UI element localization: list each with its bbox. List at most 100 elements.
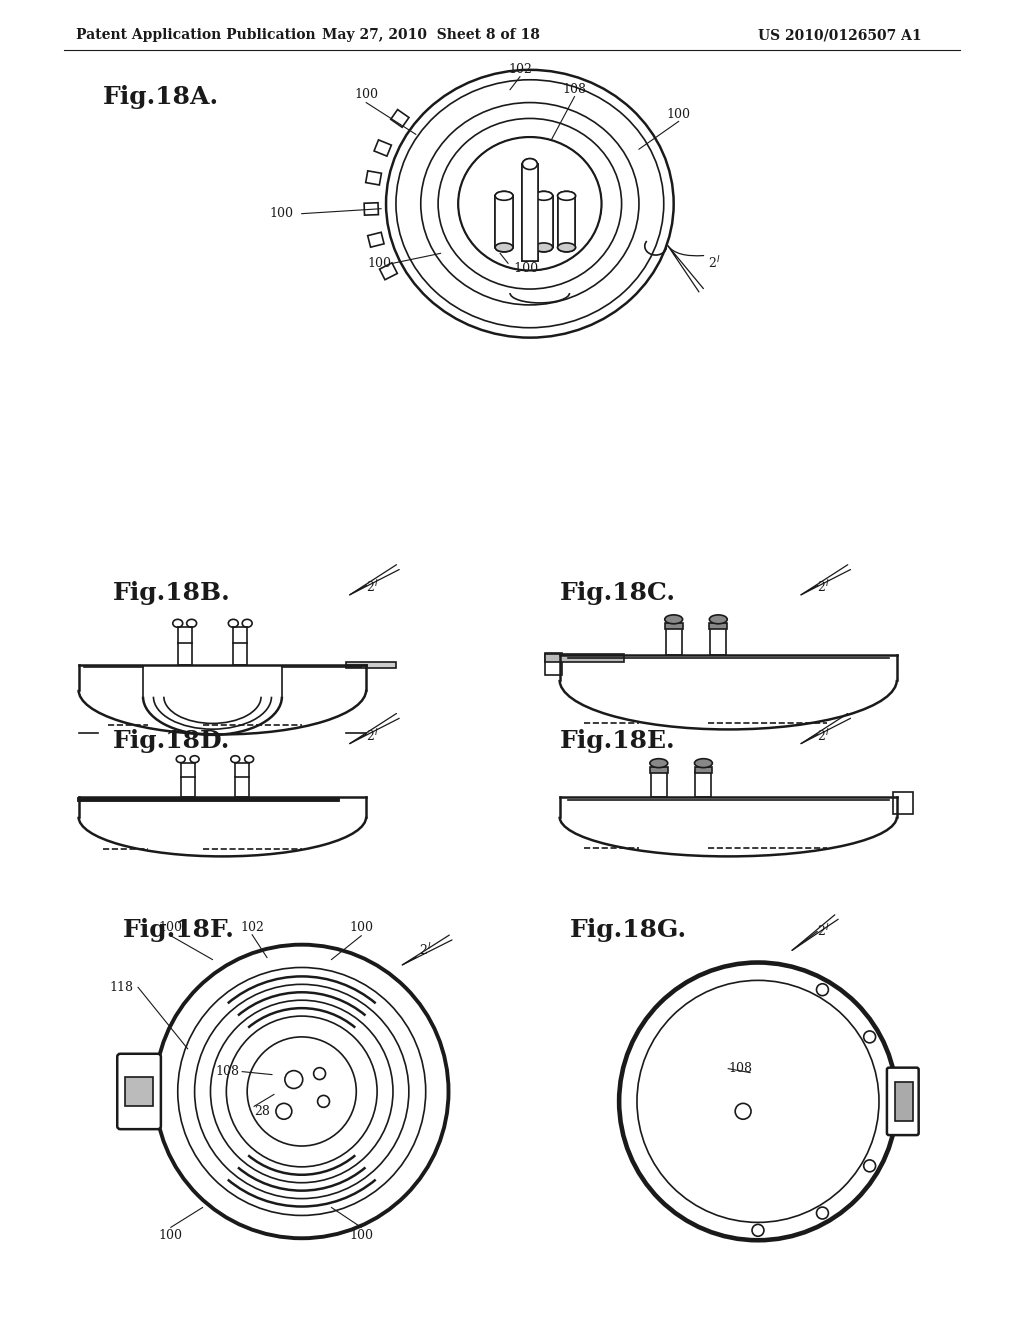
Circle shape — [863, 1031, 876, 1043]
Text: -100: -100 — [510, 261, 539, 275]
Ellipse shape — [460, 139, 600, 269]
Bar — [178, 643, 191, 665]
Ellipse shape — [535, 244, 551, 252]
Text: 100: 100 — [367, 257, 391, 269]
Bar — [125, 1077, 153, 1106]
Text: May 27, 2010  Sheet 8 of 18: May 27, 2010 Sheet 8 of 18 — [322, 28, 540, 42]
Ellipse shape — [186, 619, 197, 627]
Text: Fig.18B.: Fig.18B. — [114, 581, 231, 605]
Ellipse shape — [665, 615, 683, 624]
Bar — [558, 195, 575, 247]
Bar — [545, 653, 561, 675]
Ellipse shape — [694, 759, 713, 768]
Text: 102: 102 — [508, 63, 531, 77]
Text: 2$^{I}$: 2$^{I}$ — [709, 255, 721, 272]
Bar — [545, 653, 624, 663]
Bar — [535, 195, 553, 247]
Ellipse shape — [173, 619, 182, 627]
Text: 28: 28 — [254, 1105, 270, 1118]
Text: 100: 100 — [159, 1229, 183, 1242]
Text: 108: 108 — [728, 1063, 753, 1076]
Ellipse shape — [558, 191, 575, 201]
Ellipse shape — [650, 759, 668, 768]
Ellipse shape — [710, 615, 727, 624]
Text: 108: 108 — [562, 83, 587, 96]
Text: 100: 100 — [159, 921, 183, 935]
Bar — [895, 1081, 912, 1121]
Text: 100: 100 — [667, 108, 690, 121]
Circle shape — [816, 983, 828, 995]
Text: 100: 100 — [354, 88, 378, 102]
Ellipse shape — [558, 191, 575, 201]
Bar — [695, 771, 712, 797]
Bar — [666, 627, 682, 655]
Text: Fig.18G.: Fig.18G. — [569, 917, 687, 942]
Ellipse shape — [190, 756, 199, 763]
Ellipse shape — [558, 243, 575, 252]
Text: Fig.18E.: Fig.18E. — [559, 730, 675, 754]
Bar — [711, 627, 726, 655]
Text: 2$^{I}$: 2$^{I}$ — [817, 727, 829, 744]
Text: 118: 118 — [110, 981, 133, 994]
Ellipse shape — [493, 243, 514, 253]
Ellipse shape — [496, 243, 513, 252]
Ellipse shape — [228, 619, 239, 627]
Text: US 2010/0126507 A1: US 2010/0126507 A1 — [758, 28, 922, 42]
Text: Patent Application Publication: Patent Application Publication — [76, 28, 315, 42]
Ellipse shape — [496, 191, 513, 201]
Ellipse shape — [535, 243, 553, 252]
Bar — [651, 771, 667, 797]
FancyBboxPatch shape — [887, 1068, 919, 1135]
Ellipse shape — [559, 195, 575, 203]
Ellipse shape — [535, 191, 553, 201]
Ellipse shape — [459, 137, 601, 271]
Ellipse shape — [559, 244, 575, 252]
Ellipse shape — [535, 243, 553, 252]
Circle shape — [155, 945, 449, 1238]
Bar — [893, 792, 912, 813]
Bar — [710, 623, 727, 630]
Bar — [496, 195, 513, 247]
Bar — [535, 199, 551, 248]
Bar — [522, 164, 538, 263]
Text: Fig.18C.: Fig.18C. — [559, 581, 676, 605]
Ellipse shape — [535, 195, 551, 203]
Text: Fig.18F.: Fig.18F. — [123, 917, 236, 942]
Text: 100: 100 — [270, 207, 294, 220]
Bar — [236, 777, 249, 797]
Bar — [665, 623, 683, 630]
Bar — [493, 194, 514, 248]
Circle shape — [247, 1038, 356, 1146]
Bar — [559, 199, 575, 248]
Circle shape — [620, 962, 897, 1241]
Circle shape — [863, 1160, 876, 1172]
Bar — [650, 767, 668, 774]
Circle shape — [752, 1225, 764, 1237]
Text: 2$^{I}$: 2$^{I}$ — [367, 727, 379, 744]
Text: Fig.18D.: Fig.18D. — [114, 730, 230, 754]
Ellipse shape — [522, 158, 538, 169]
Ellipse shape — [493, 189, 514, 199]
Text: 2$^{I}$: 2$^{I}$ — [419, 941, 431, 958]
Ellipse shape — [522, 158, 538, 169]
Text: 2$^{I}$: 2$^{I}$ — [367, 578, 379, 595]
Bar — [233, 643, 247, 665]
Text: 2$^{I}$: 2$^{I}$ — [817, 578, 829, 595]
Text: 2$^{I}$: 2$^{I}$ — [817, 923, 829, 940]
Bar — [496, 195, 513, 247]
Bar — [180, 777, 195, 797]
Text: 100: 100 — [349, 1229, 373, 1242]
Ellipse shape — [535, 191, 553, 201]
Bar — [558, 195, 575, 247]
Ellipse shape — [496, 243, 513, 252]
FancyBboxPatch shape — [117, 1053, 161, 1129]
Ellipse shape — [523, 156, 537, 168]
Circle shape — [816, 1206, 828, 1218]
Bar — [346, 663, 396, 668]
Text: 108: 108 — [215, 1065, 240, 1078]
Bar — [522, 164, 538, 261]
Bar — [535, 195, 553, 247]
Ellipse shape — [496, 191, 513, 201]
Ellipse shape — [245, 756, 254, 763]
Text: 100: 100 — [349, 921, 373, 935]
